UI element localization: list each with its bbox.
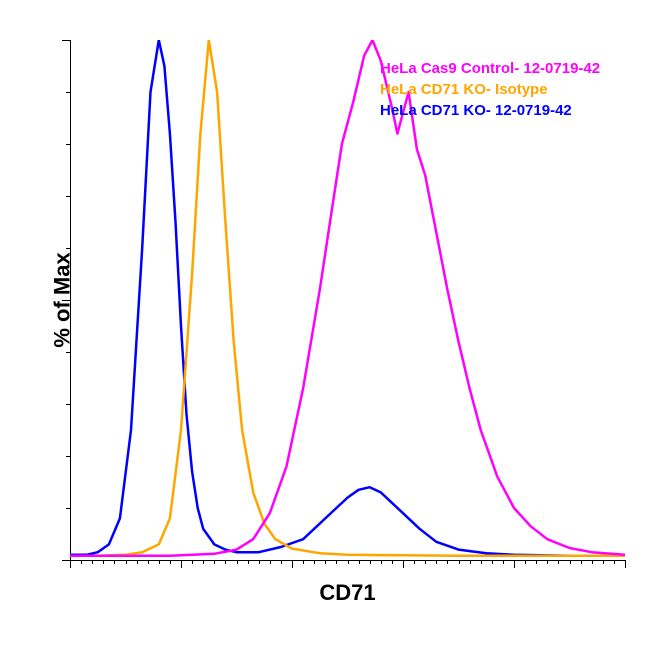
flow-cytometry-histogram: % of Max CD71 HeLa Cas9 Control- 12-0719… bbox=[0, 0, 650, 650]
legend-item: HeLa Cas9 Control- 12-0719-42 bbox=[380, 58, 600, 79]
x-axis-ticks bbox=[70, 560, 625, 572]
y-axis-ticks bbox=[58, 40, 70, 560]
legend-item: HeLa CD71 KO- 12-0719-42 bbox=[380, 100, 600, 121]
x-axis-label: CD71 bbox=[70, 580, 625, 606]
legend: HeLa Cas9 Control- 12-0719-42HeLa CD71 K… bbox=[380, 58, 600, 121]
legend-item: HeLa CD71 KO- Isotype bbox=[380, 79, 600, 100]
